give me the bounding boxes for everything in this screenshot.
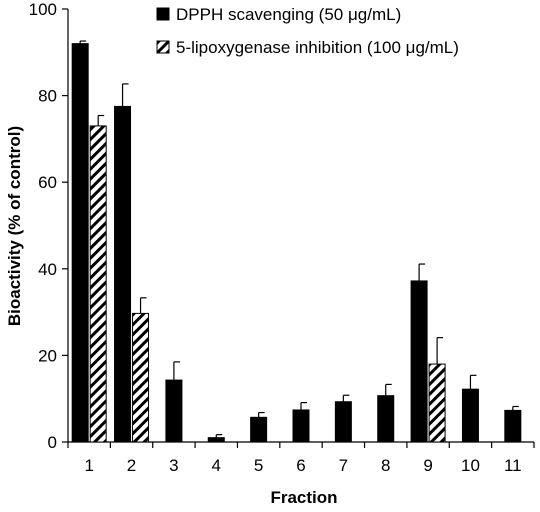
y-axis-title: Bioactivity (% of control)	[5, 126, 24, 326]
bar-dpph	[71, 43, 89, 443]
bar-lipoxygenase	[89, 125, 107, 443]
y-tick-label: 20	[38, 346, 57, 365]
x-tick-label: 10	[461, 456, 480, 475]
bar-dpph	[207, 437, 225, 443]
bars	[71, 40, 522, 443]
y-tick-label: 100	[29, 0, 57, 19]
bar-dpph	[165, 379, 183, 443]
x-tick-label: 5	[254, 456, 263, 475]
legend: DPPH scavenging (50 μg/mL) 5-lipoxygenase…	[156, 5, 459, 57]
x-tick-label: 9	[423, 456, 432, 475]
x-tick-label: 4	[212, 456, 221, 475]
bar-dpph	[377, 395, 395, 443]
legend-item-dpph-swatch	[156, 7, 170, 21]
legend-item-lipoxygenase-swatch	[156, 40, 170, 54]
bar-dpph	[292, 409, 310, 443]
y-tick-label: 80	[38, 87, 57, 106]
bar-dpph	[114, 105, 132, 443]
bar-lipoxygenase	[428, 363, 446, 443]
x-axis-title: Fraction	[270, 488, 337, 507]
bar-dpph	[410, 280, 428, 443]
x-tick-label: 11	[504, 456, 522, 475]
bar-dpph	[334, 401, 352, 443]
bar-dpph	[250, 416, 268, 443]
y-tick-label: 40	[38, 260, 57, 279]
x-tick-label: 2	[127, 456, 136, 475]
x-tick-label: 1	[84, 456, 93, 475]
bar-lipoxygenase	[132, 312, 150, 443]
bar-dpph	[504, 409, 522, 443]
axes: 0 20 40 60 80 100 1 2 3 4 5 6 7 8 9 10 11	[29, 0, 535, 475]
legend-item-lipoxygenase-label: 5-lipoxygenase inhibition (100 μg/mL)	[176, 38, 459, 57]
y-tick-label: 60	[38, 173, 57, 192]
x-tick-label: 3	[169, 456, 178, 475]
x-tick-label: 7	[339, 456, 348, 475]
x-tick-label: 6	[296, 456, 305, 475]
bar-dpph	[461, 388, 479, 443]
x-tick-label: 8	[381, 456, 390, 475]
y-tick-label: 0	[48, 433, 57, 452]
legend-item-dpph-label: DPPH scavenging (50 μg/mL)	[176, 5, 401, 24]
